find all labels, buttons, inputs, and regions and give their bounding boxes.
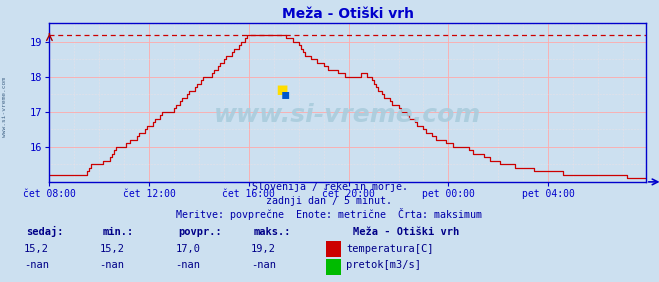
Text: -nan: -nan bbox=[251, 261, 276, 270]
Text: ▪: ▪ bbox=[280, 87, 290, 101]
Text: temperatura[C]: temperatura[C] bbox=[346, 244, 434, 254]
Text: 19,2: 19,2 bbox=[251, 244, 276, 254]
Text: min.:: min.: bbox=[102, 228, 133, 237]
Text: pretok[m3/s]: pretok[m3/s] bbox=[346, 261, 421, 270]
Text: Slovenija / reke in morje.: Slovenija / reke in morje. bbox=[252, 182, 407, 192]
Text: www.si-vreme.com: www.si-vreme.com bbox=[2, 77, 7, 137]
Text: sedaj:: sedaj: bbox=[26, 226, 64, 237]
Text: Meža - Otiški vrh: Meža - Otiški vrh bbox=[353, 228, 459, 237]
Text: 17,0: 17,0 bbox=[175, 244, 200, 254]
Text: zadnji dan / 5 minut.: zadnji dan / 5 minut. bbox=[266, 197, 393, 206]
Text: ▪: ▪ bbox=[275, 80, 289, 99]
Text: 15,2: 15,2 bbox=[100, 244, 125, 254]
Text: povpr.:: povpr.: bbox=[178, 228, 221, 237]
Text: 15,2: 15,2 bbox=[24, 244, 49, 254]
Text: Meritve: povprečne  Enote: metrične  Črta: maksimum: Meritve: povprečne Enote: metrične Črta:… bbox=[177, 208, 482, 220]
Text: maks.:: maks.: bbox=[254, 228, 291, 237]
Text: www.si-vreme.com: www.si-vreme.com bbox=[214, 103, 481, 127]
Text: -nan: -nan bbox=[175, 261, 200, 270]
Text: -nan: -nan bbox=[24, 261, 49, 270]
Text: -nan: -nan bbox=[100, 261, 125, 270]
Title: Meža - Otiški vrh: Meža - Otiški vrh bbox=[281, 7, 414, 21]
